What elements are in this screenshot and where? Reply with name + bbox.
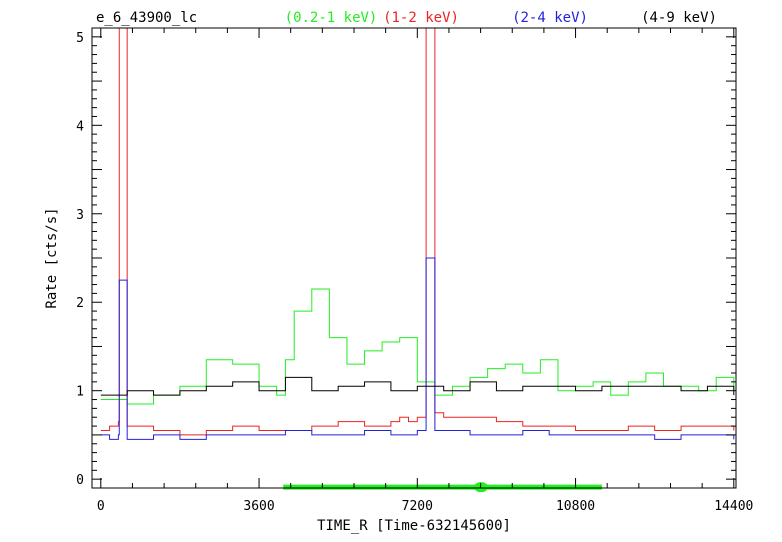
y-tick-label: 1 [76, 385, 84, 400]
y-tick-label: 5 [76, 31, 84, 46]
x-tick-label: 14400 [714, 499, 753, 514]
legend-label-2: (2-4 keV) [512, 10, 588, 26]
y-tick-label: 3 [76, 208, 84, 223]
series-line-3 [100, 376, 735, 396]
x-tick-label: 0 [97, 499, 105, 514]
y-tick-label: 2 [76, 296, 84, 311]
x-tick-label: 3600 [243, 499, 274, 514]
x-tick-label: 10800 [556, 499, 595, 514]
x-axis-label: TIME_R [Time-632145600] [317, 518, 511, 534]
legend-label-0: (0.2-1 keV) [285, 10, 378, 26]
series-line-2 [100, 257, 735, 440]
x-tick-label: 7200 [402, 499, 433, 514]
legend-label-3: (4-9 keV) [641, 10, 717, 26]
series-line-1 [100, 28, 735, 436]
legend-label-1: (1-2 keV) [383, 10, 459, 26]
chart-title: e_6_43900_lc [96, 10, 197, 26]
y-axis-label: Rate [cts/s] [44, 207, 60, 308]
y-tick-label: 4 [76, 119, 84, 134]
plot-frame [91, 27, 737, 489]
y-tick-label: 0 [76, 473, 84, 488]
